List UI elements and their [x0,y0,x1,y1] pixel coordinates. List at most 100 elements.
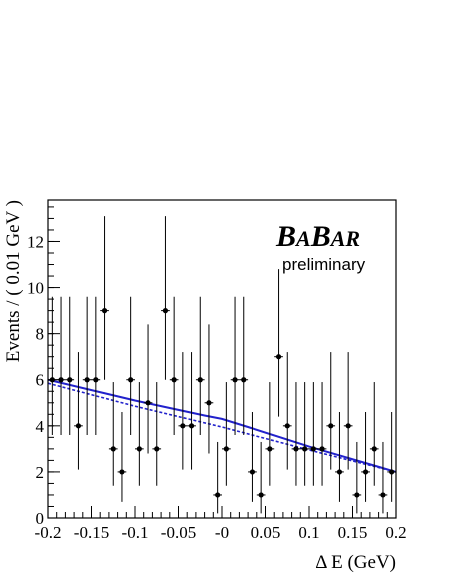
data-marker [110,446,116,452]
data-marker [58,377,64,383]
data-point [248,412,257,502]
data-marker [180,423,186,429]
data-point [291,382,301,486]
data-point [100,216,109,380]
data-point [222,382,231,486]
preliminary-annotation: preliminary [282,255,366,274]
y-tick-label: 12 [27,232,44,251]
x-tick-label: 0.2 [385,523,406,542]
data-marker [362,469,369,475]
data-marker [389,469,395,475]
data-point [187,352,196,470]
data-marker [249,469,256,475]
y-tick-label: 6 [36,371,45,390]
x-tick-label: 0.05 [251,523,281,542]
data-point [326,352,336,470]
y-tick-label: 4 [36,417,45,436]
data-marker [67,377,73,383]
background-fit-curve [47,382,397,473]
data-point [300,382,309,486]
data-marker [136,446,142,452]
data-point [143,324,153,454]
x-tick-label: -0.15 [74,523,109,542]
data-point [274,269,283,417]
data-marker [101,308,108,314]
data-marker [310,446,316,452]
x-tick-label: 0.15 [338,523,368,542]
x-tick-label: -0 [215,523,229,542]
x-tick-label: -0.2 [35,523,62,542]
plot-area [47,216,397,514]
data-point [343,352,353,470]
data-point [213,441,222,514]
data-point [117,412,127,502]
data-marker [171,377,177,383]
data-point [230,296,240,436]
data-point [239,296,249,436]
y-tick-label: 10 [27,279,44,298]
data-marker [275,354,282,360]
data-point [309,382,318,486]
data-point [378,441,388,514]
data-marker [371,446,377,452]
data-marker [197,377,203,383]
data-marker [380,492,386,498]
data-point [387,412,396,502]
data-marker [241,377,247,383]
data-marker [215,492,221,498]
data-marker [93,377,99,383]
x-tick-label: 0.1 [298,523,319,542]
data-marker [345,423,351,429]
axes: -0.2 -0.15 -0.1 -0.05 -0 0.05 0.1 0.15 0.2 0 2 4 6 8 1… [27,199,407,542]
data-marker [267,446,273,452]
x-tick-label: -0.1 [122,523,149,542]
data-point [369,382,379,486]
data-point [65,296,75,436]
data-point [108,382,118,486]
data-point [335,412,344,502]
data-point [74,352,83,470]
data-marker [258,492,264,498]
data-marker [223,446,229,452]
data-point [161,216,170,380]
babar-logo: BABAR [275,220,360,253]
data-marker [154,446,160,452]
data-point [256,441,266,514]
data-point [91,296,101,436]
data-point [126,296,135,436]
logo-part: AR [329,226,360,251]
data-point [82,296,92,436]
data-marker [302,446,308,452]
x-axis-label: Δ E (GeV) [315,552,396,573]
data-marker [336,469,343,475]
data-point [361,412,370,502]
data-marker [188,423,195,429]
data-point [195,296,205,436]
data-marker [119,469,125,475]
data-marker [84,377,90,383]
data-marker [162,308,169,314]
data-point [265,382,275,486]
data-point [204,324,214,454]
data-marker [75,423,82,429]
data-point [317,382,327,486]
y-tick-label: 0 [36,509,45,528]
data-point [178,352,188,470]
data-point [352,441,362,514]
logo-part: A [294,226,311,251]
y-axis-label: Events / ( 0.01 GeV ) [3,200,24,362]
data-marker [354,492,360,498]
x-tick-label: -0.05 [161,523,196,542]
total-fit-curve [47,378,397,473]
data-marker [145,400,151,406]
data-point [169,296,179,436]
logo-part: B [275,220,296,253]
logo-part: B [310,220,331,253]
data-point [56,296,66,436]
data-point [282,352,292,470]
data-marker [328,423,334,429]
data-marker [284,423,290,429]
data-marker [232,377,238,383]
y-tick-label: 8 [36,325,45,344]
